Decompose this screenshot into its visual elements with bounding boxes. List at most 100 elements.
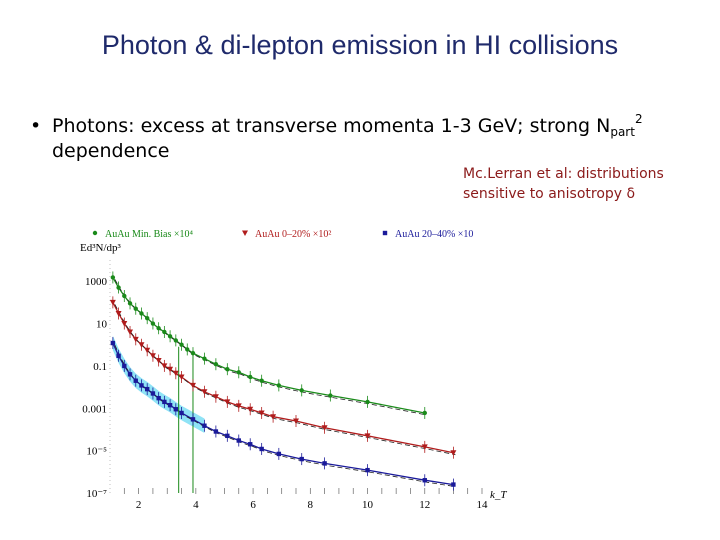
bullet-text: • Photons: excess at transverse momenta 1… — [30, 112, 710, 164]
data-point-s2-5 — [139, 383, 144, 388]
note-line1: Mc.Lerran et al: distributions — [463, 166, 664, 182]
data-point-s2-25 — [451, 482, 456, 487]
data-point-s2-2 — [122, 363, 127, 369]
data-point-s1-17 — [235, 403, 242, 409]
x-tick-label-1: 4 — [193, 499, 199, 511]
data-point-s1-9 — [161, 363, 168, 369]
data-point-s2-4 — [133, 378, 138, 383]
note-line2: sensitive to anisotropy δ — [463, 186, 636, 203]
data-point-s1-18 — [247, 406, 254, 413]
data-point-s2-14 — [202, 423, 207, 428]
data-point-s2-1 — [116, 353, 121, 359]
data-point-s2-16 — [225, 433, 230, 439]
data-point-s1-0 — [109, 299, 116, 306]
data-point-s0-14 — [190, 350, 196, 356]
data-point-s0-20 — [259, 378, 264, 383]
data-point-s0-1 — [116, 285, 121, 290]
data-point-s0-2 — [122, 293, 127, 299]
data-point-s0-3 — [127, 301, 133, 306]
data-point-s2-20 — [276, 451, 282, 457]
y-tick-label-2: 0.1 — [93, 361, 107, 373]
data-point-s0-21 — [276, 383, 282, 388]
y-tick-label-1: 10 — [96, 319, 108, 331]
fit-curves — [112, 277, 456, 487]
data-point-s0-8 — [156, 326, 161, 331]
x-tick-label-5: 12 — [419, 499, 430, 511]
data-point-s0-22 — [299, 388, 304, 393]
data-point-s2-21 — [299, 456, 304, 462]
bullet-dot-icon: • — [30, 115, 42, 137]
data-point-s0-13 — [185, 347, 190, 352]
data-point-s1-24 — [421, 444, 428, 450]
data-point-s2-0 — [110, 340, 116, 346]
data-point-s0-25 — [422, 410, 427, 416]
series-curve-1 — [112, 302, 454, 454]
chart-legend: AuAu Min. Bias ×10⁴ AuAu 0–20% ×10² AuAu 2… — [92, 229, 473, 240]
data-point-s2-18 — [248, 442, 253, 447]
data-point-s1-10 — [167, 366, 174, 373]
data-point-s0-6 — [145, 315, 150, 321]
data-point-s1-19 — [258, 410, 265, 416]
data-point-s2-15 — [213, 429, 219, 434]
x-tick-label-0: 2 — [136, 499, 142, 511]
data-point-s1-11 — [172, 370, 179, 377]
y-axis-label: Ed³N/dp³ — [80, 242, 122, 254]
legend-marker-1 — [242, 230, 248, 236]
data-point-s0-12 — [179, 342, 184, 347]
data-point-s2-8 — [156, 395, 161, 401]
data-point-s1-15 — [212, 394, 219, 400]
legend-marker-2 — [382, 230, 388, 236]
data-point-s0-11 — [173, 338, 179, 343]
data-point-s1-7 — [149, 353, 156, 359]
bullet-subscript: part — [610, 125, 635, 139]
data-point-s2-22 — [322, 461, 327, 466]
data-point-s0-10 — [167, 334, 173, 339]
data-point-s0-16 — [213, 362, 219, 367]
bullet-superscript: 2 — [634, 112, 643, 126]
y-axis-label-group: Ed³N/dp³ k_T — [80, 242, 507, 501]
data-point-s0-18 — [236, 370, 241, 375]
data-point-s1-8 — [155, 358, 162, 364]
data-point-s1-25 — [450, 450, 457, 456]
slide-title: Photon & di-lepton emission in HI collis… — [101, 30, 619, 60]
data-point-s0-15 — [202, 356, 207, 361]
data-point-s2-9 — [162, 399, 167, 405]
data-point-s1-13 — [189, 382, 196, 389]
data-point-s1-3 — [127, 329, 134, 335]
data-point-s1-14 — [201, 389, 208, 395]
data-point-s2-7 — [150, 391, 156, 396]
x-tick-label-6: 14 — [477, 499, 489, 511]
data-point-s2-13 — [190, 417, 196, 422]
data-point-s0-0 — [110, 275, 116, 280]
data-point-s1-6 — [144, 347, 151, 354]
y-tick-label-4: 10⁻⁵ — [86, 446, 107, 458]
x-tick-label-3: 8 — [308, 499, 314, 511]
y-tick-label-3: 0.001 — [82, 403, 107, 415]
data-point-s2-10 — [167, 402, 173, 408]
data-point-s0-9 — [162, 329, 167, 335]
x-tick-label-4: 10 — [362, 499, 374, 511]
data-point-s1-16 — [224, 399, 231, 405]
data-point-s1-12 — [178, 374, 185, 380]
data-point-s2-19 — [259, 446, 264, 452]
data-point-s2-3 — [127, 372, 133, 377]
data-point-s0-5 — [139, 311, 144, 316]
bullet-line2: dependence — [52, 140, 170, 162]
data-point-s1-4 — [132, 336, 139, 343]
data-points — [109, 271, 457, 491]
data-point-s1-20 — [270, 414, 277, 420]
data-point-s2-24 — [422, 478, 427, 483]
data-point-s0-23 — [328, 393, 333, 398]
legend-marker-0 — [92, 230, 98, 236]
data-point-s2-11 — [173, 407, 179, 412]
data-point-s2-23 — [365, 467, 370, 473]
data-point-s1-1 — [115, 310, 122, 317]
data-point-s0-17 — [225, 366, 230, 372]
data-point-s1-2 — [121, 321, 128, 327]
chart-axes: 1000 10 0.1 0.001 10⁻⁵ 10⁻⁷ 2 4 6 8 10 12 14 — [82, 260, 488, 511]
data-point-s2-17 — [236, 438, 241, 443]
data-point-s0-4 — [133, 306, 138, 311]
annotation-note: Mc.Lerran et al: distributions sensitive… — [463, 164, 713, 205]
data-point-s2-6 — [145, 386, 150, 392]
